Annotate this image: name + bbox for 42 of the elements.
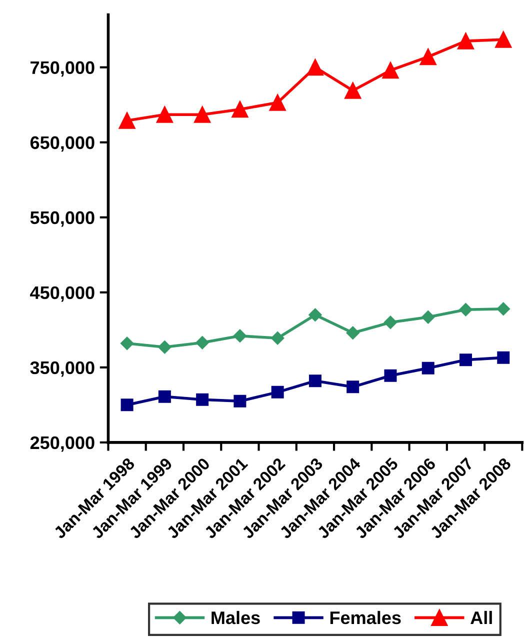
- y-tick-label: 750,000: [30, 61, 94, 77]
- point: [457, 32, 474, 50]
- legend-label: Females: [330, 610, 401, 624]
- point: [158, 340, 172, 354]
- point: [271, 386, 284, 398]
- point: [308, 308, 322, 322]
- point: [196, 336, 209, 350]
- point: [422, 310, 435, 324]
- point: [459, 303, 472, 316]
- point: [196, 393, 209, 406]
- point: [194, 106, 211, 123]
- point: [118, 112, 136, 129]
- point: [459, 354, 472, 366]
- y-tick-label: 350,000: [30, 361, 94, 377]
- point: [382, 62, 399, 79]
- point: [232, 101, 248, 118]
- point: [270, 332, 284, 345]
- point: [233, 329, 247, 342]
- point: [497, 351, 510, 364]
- y-tick-label: 250,000: [30, 436, 94, 452]
- point: [234, 394, 246, 408]
- point: [420, 48, 436, 66]
- point: [120, 398, 134, 412]
- legend-label: Males: [212, 610, 260, 624]
- point: [306, 58, 324, 76]
- point: [344, 82, 362, 99]
- y-tick-label: 650,000: [30, 136, 94, 152]
- legend-label: All: [470, 610, 492, 624]
- point: [120, 336, 134, 350]
- point: [158, 390, 171, 403]
- point: [308, 374, 322, 388]
- point: [156, 106, 174, 123]
- y-tick-label: 450,000: [30, 286, 94, 302]
- point: [496, 302, 510, 316]
- point: [346, 326, 360, 340]
- point: [384, 369, 397, 382]
- point: [269, 94, 286, 111]
- y-tick-label: 550,000: [30, 211, 94, 227]
- point: [495, 31, 512, 48]
- point: [384, 316, 398, 329]
- point: [346, 380, 360, 394]
- point: [422, 362, 434, 374]
